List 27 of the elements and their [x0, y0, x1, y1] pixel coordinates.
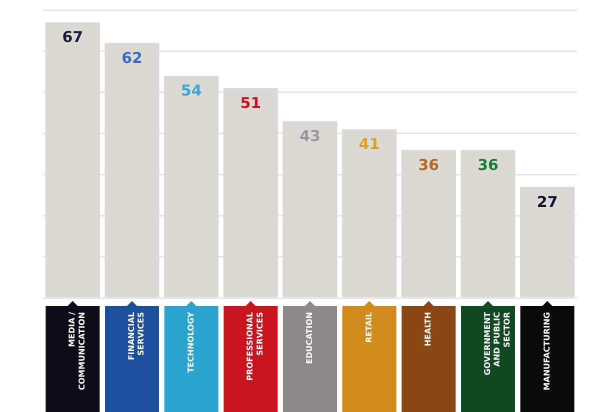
- data-label: 67: [62, 28, 84, 46]
- data-label: 51: [240, 94, 262, 112]
- x-tick-label: TECHNOLOGY: [186, 312, 196, 373]
- x-tick-label: EDUCATION: [305, 312, 314, 364]
- x-tick-label: GOVERNMENT AND PUBLIC SECTOR: [483, 311, 512, 376]
- x-tick-label: FINANCIAL SERVICES: [127, 312, 146, 360]
- bar: [460, 150, 516, 298]
- bar: [520, 186, 575, 298]
- x-tick-label: HEALTH: [424, 312, 433, 346]
- data-label: 27: [536, 192, 558, 211]
- x-tick-label: PROFESSIONAL SERVICES: [246, 312, 264, 381]
- data-label: 54: [180, 82, 202, 100]
- data-label: 62: [122, 48, 142, 67]
- bar: [342, 129, 397, 298]
- bar: [104, 42, 160, 298]
- x-tick-label: MEDIA / COMMUNICATION: [68, 312, 86, 390]
- data-label: 41: [358, 135, 380, 154]
- x-tick-label: MANUFACTURING: [542, 312, 552, 390]
- bar: [45, 22, 100, 298]
- bar: [401, 150, 456, 298]
- data-label: 36: [478, 156, 498, 174]
- bar: [223, 88, 278, 298]
- data-label: 43: [300, 126, 320, 145]
- data-label: 36: [418, 156, 440, 174]
- bar: [282, 121, 338, 298]
- bar: [164, 76, 219, 298]
- x-tick-label: RETAIL: [364, 312, 374, 343]
